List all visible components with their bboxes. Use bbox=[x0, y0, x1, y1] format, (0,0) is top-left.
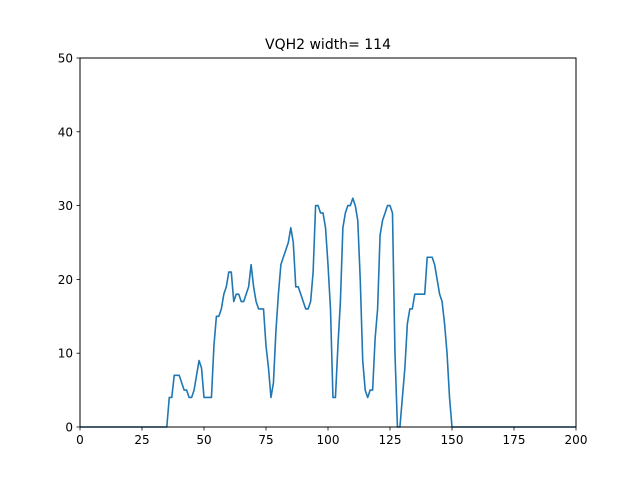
x-tick-label: 175 bbox=[503, 433, 526, 447]
x-tick-label: 0 bbox=[76, 433, 84, 447]
x-tick-label: 100 bbox=[317, 433, 340, 447]
y-tick-label: 10 bbox=[58, 347, 73, 361]
x-tick-label: 125 bbox=[379, 433, 402, 447]
y-tick-label: 40 bbox=[58, 125, 73, 139]
chart-title: VQH2 width= 114 bbox=[265, 37, 391, 53]
x-tick-label: 75 bbox=[258, 433, 273, 447]
y-tick-label: 0 bbox=[65, 421, 73, 435]
x-tick-label: 25 bbox=[134, 433, 149, 447]
y-axis: 0 10 20 30 40 50 bbox=[58, 52, 80, 435]
y-tick-label: 20 bbox=[58, 273, 73, 287]
x-axis: 0 25 50 75 100 125 150 175 200 bbox=[76, 427, 587, 447]
series-layer bbox=[80, 197, 576, 428]
plot-area bbox=[79, 57, 577, 428]
x-tick-label: 200 bbox=[565, 433, 588, 447]
y-tick-label: 50 bbox=[58, 52, 73, 66]
y-tick-label: 30 bbox=[58, 199, 73, 213]
series-line bbox=[80, 197, 576, 428]
x-tick-label: 150 bbox=[441, 433, 464, 447]
plot-background bbox=[80, 58, 576, 427]
x-tick-label: 50 bbox=[196, 433, 211, 447]
